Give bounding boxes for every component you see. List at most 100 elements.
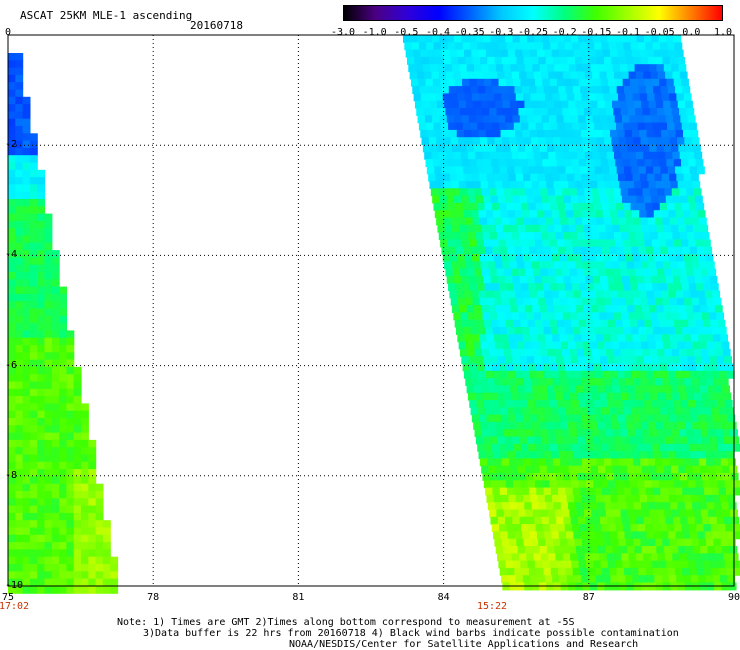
swath-cell bbox=[555, 151, 564, 160]
swath-cell bbox=[95, 505, 104, 514]
swath-cell bbox=[37, 235, 46, 244]
swath-cell bbox=[578, 195, 587, 204]
swath-cell bbox=[29, 155, 38, 164]
swath-cell bbox=[536, 166, 545, 175]
swath-cell bbox=[688, 319, 697, 328]
swath-cell bbox=[703, 283, 712, 292]
swath-cell bbox=[657, 71, 666, 80]
swath-cell bbox=[636, 436, 645, 445]
swath-cell bbox=[572, 567, 581, 576]
swath-cell bbox=[480, 261, 489, 270]
swath-cell bbox=[706, 378, 715, 386]
swath-cell bbox=[593, 443, 602, 452]
swath-cell bbox=[690, 494, 699, 503]
swath-cell bbox=[494, 378, 503, 386]
swath-cell bbox=[629, 115, 638, 124]
swath-cell bbox=[675, 49, 684, 58]
swath-cell bbox=[409, 71, 418, 80]
swath-cell bbox=[505, 195, 514, 204]
swath-cell bbox=[530, 575, 539, 584]
swath-cell bbox=[651, 195, 660, 204]
swath-cell bbox=[623, 122, 632, 131]
swath-cell bbox=[538, 458, 547, 467]
swath-cell bbox=[22, 527, 31, 536]
swath-cell bbox=[716, 392, 725, 401]
swath-cell bbox=[604, 100, 613, 109]
swath-cell bbox=[708, 348, 717, 357]
swath-cell bbox=[519, 71, 528, 80]
swath-cell bbox=[643, 553, 651, 562]
swath-cell bbox=[485, 49, 494, 58]
swath-cell bbox=[487, 100, 496, 109]
swath-cell bbox=[499, 283, 508, 292]
swath-cell bbox=[415, 64, 424, 73]
swath-cell bbox=[88, 491, 97, 499]
swath-cell bbox=[563, 195, 572, 204]
swath-cell bbox=[73, 381, 82, 390]
swath-cell bbox=[654, 494, 663, 503]
swath-cell bbox=[596, 93, 604, 102]
swath-cell bbox=[566, 210, 575, 219]
swath-cell bbox=[532, 348, 541, 357]
swath-cell bbox=[673, 159, 682, 167]
swath-cell bbox=[576, 546, 584, 554]
swath-cell bbox=[691, 538, 700, 547]
swath-cell bbox=[696, 283, 705, 292]
swath-cell bbox=[473, 224, 482, 233]
swath-cell bbox=[720, 458, 729, 467]
swath-cell bbox=[620, 348, 629, 357]
swath-cell bbox=[22, 293, 31, 302]
swath-cell bbox=[29, 447, 38, 456]
swath-cell bbox=[635, 188, 644, 197]
swath-cell bbox=[513, 319, 521, 328]
swath-cell bbox=[697, 531, 706, 540]
swath-cell bbox=[550, 567, 559, 576]
swath-cell bbox=[542, 78, 551, 87]
swath-cell bbox=[704, 531, 713, 540]
swath-cell bbox=[523, 254, 531, 262]
swath-cell bbox=[651, 319, 660, 328]
swath-cell bbox=[487, 502, 496, 511]
swath-cell bbox=[697, 210, 706, 219]
swath-cell bbox=[551, 451, 560, 459]
swath-cell bbox=[656, 385, 665, 394]
swath-cell bbox=[619, 421, 628, 430]
swath-cell bbox=[649, 305, 658, 313]
swath-cell bbox=[573, 49, 582, 58]
swath-cell bbox=[639, 173, 648, 182]
swath-cell bbox=[601, 42, 610, 51]
swath-cell bbox=[683, 414, 692, 423]
swath-cell bbox=[493, 173, 502, 182]
swath-cell bbox=[546, 502, 555, 511]
swath-cell bbox=[572, 443, 580, 452]
swath-cell bbox=[544, 575, 553, 584]
swath-cell bbox=[503, 224, 512, 233]
swath-cell bbox=[568, 341, 577, 350]
swath-cell bbox=[675, 86, 683, 94]
swath-cell bbox=[684, 341, 693, 350]
swath-cell bbox=[729, 546, 738, 554]
swath-cell bbox=[627, 348, 636, 357]
swath-cell bbox=[552, 217, 561, 226]
swath-cell bbox=[565, 407, 574, 416]
swath-cell bbox=[582, 297, 590, 306]
swath-cell bbox=[475, 356, 484, 365]
swath-cell bbox=[15, 315, 24, 324]
swath-cell bbox=[690, 531, 699, 540]
swath-cell bbox=[22, 250, 31, 258]
swath-cell bbox=[526, 436, 535, 445]
swath-cell bbox=[677, 100, 686, 109]
swath-cell bbox=[461, 115, 470, 124]
swath-cell bbox=[594, 166, 603, 175]
swath-cell bbox=[29, 505, 38, 514]
swath-cell bbox=[672, 553, 681, 562]
swath-cell bbox=[615, 363, 624, 372]
swath-cell bbox=[718, 327, 727, 335]
swath-cell bbox=[632, 494, 641, 503]
swath-cell bbox=[615, 283, 624, 292]
swath-cell bbox=[418, 42, 427, 51]
swath-cell bbox=[678, 64, 687, 73]
swath-cell bbox=[8, 534, 16, 543]
swath-cell bbox=[37, 483, 46, 492]
swath-cell bbox=[586, 363, 595, 372]
